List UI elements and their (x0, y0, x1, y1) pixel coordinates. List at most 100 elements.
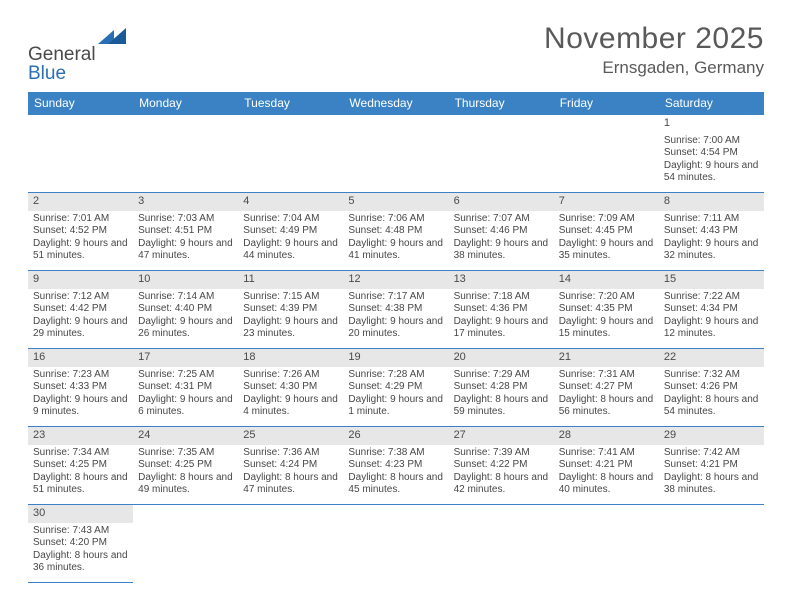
sunrise-line: Sunrise: 7:09 AM (559, 213, 654, 226)
sunrise-line: Sunrise: 7:20 AM (559, 291, 654, 304)
day-details: Sunrise: 7:38 AMSunset: 4:23 PMDaylight:… (348, 447, 443, 497)
sunrise-line: Sunrise: 7:15 AM (243, 291, 338, 304)
sunset-line: Sunset: 4:46 PM (454, 225, 549, 238)
sunset-line: Sunset: 4:39 PM (243, 303, 338, 316)
sunset-line: Sunset: 4:48 PM (348, 225, 443, 238)
day-cell: 17Sunrise: 7:25 AMSunset: 4:31 PMDayligh… (133, 349, 238, 427)
daylight-line: Daylight: 9 hours and 51 minutes. (33, 238, 128, 263)
sunrise-line: Sunrise: 7:34 AM (33, 447, 128, 460)
day-number: 10 (133, 271, 238, 289)
day-details: Sunrise: 7:15 AMSunset: 4:39 PMDaylight:… (243, 291, 338, 341)
sunrise-line: Sunrise: 7:42 AM (664, 447, 759, 460)
sunset-line: Sunset: 4:23 PM (348, 459, 443, 472)
day-number: 1 (659, 115, 764, 133)
sunset-line: Sunset: 4:49 PM (243, 225, 338, 238)
day-number: 21 (554, 349, 659, 367)
sunrise-line: Sunrise: 7:43 AM (33, 525, 128, 538)
sunrise-line: Sunrise: 7:39 AM (454, 447, 549, 460)
day-cell: 28 Sunrise: 7:41 AMSunset: 4:21 PMDayligh… (554, 427, 659, 505)
day-details: Sunrise: 7:03 AMSunset: 4:51 PMDaylight:… (138, 213, 233, 263)
day-details: Sunrise: 7:11 AMSunset: 4:43 PMDaylight:… (664, 213, 759, 263)
dayheader-monday: Monday (133, 92, 238, 115)
sunset-line: Sunset: 4:30 PM (243, 381, 338, 394)
dayheader-thursday: Thursday (449, 92, 554, 115)
day-number: 23 (28, 427, 133, 445)
sunrise-line: Sunrise: 7:23 AM (33, 369, 128, 382)
weekday-header-row: Sunday Monday Tuesday Wednesday Thursday… (28, 92, 764, 115)
day-details: Sunrise: 7:36 AMSunset: 4:24 PMDaylight:… (243, 447, 338, 497)
day-number: 15 (659, 271, 764, 289)
day-number: 17 (133, 349, 238, 367)
day-number: 13 (449, 271, 554, 289)
header: November 2025 Ernsgaden, Germany (28, 22, 764, 78)
sunset-line: Sunset: 4:45 PM (559, 225, 654, 238)
day-details: Sunrise: 7:26 AMSunset: 4:30 PMDaylight:… (243, 369, 338, 419)
sunset-line: Sunset: 4:22 PM (454, 459, 549, 472)
day-number: 3 (133, 193, 238, 211)
day-number: 28 (554, 427, 659, 445)
day-number: 4 (238, 193, 343, 211)
sunset-line: Sunset: 4:33 PM (33, 381, 128, 394)
calendar: Sunday Monday Tuesday Wednesday Thursday… (28, 92, 764, 583)
sunrise-line: Sunrise: 7:36 AM (243, 447, 338, 460)
sunrise-line: Sunrise: 7:41 AM (559, 447, 654, 460)
day-number: 18 (238, 349, 343, 367)
week-row: 1Sunrise: 7:00 AMSunset: 4:54 PMDaylight… (28, 115, 764, 193)
sunset-line: Sunset: 4:25 PM (138, 459, 233, 472)
day-details: Sunrise: 7:09 AMSunset: 4:45 PMDaylight:… (559, 213, 654, 263)
sunset-line: Sunset: 4:51 PM (138, 225, 233, 238)
day-details: Sunrise: 7:42 AMSunset: 4:21 PMDaylight:… (664, 447, 759, 497)
sunrise-line: Sunrise: 7:06 AM (348, 213, 443, 226)
daylight-line: Daylight: 8 hours and 40 minutes. (559, 472, 654, 497)
day-details: Sunrise: 7:23 AMSunset: 4:33 PMDaylight:… (33, 369, 128, 419)
day-details: Sunrise: 7:28 AMSunset: 4:29 PMDaylight:… (348, 369, 443, 419)
day-cell: 22Sunrise: 7:32 AMSunset: 4:26 PMDayligh… (659, 349, 764, 427)
sunrise-line: Sunrise: 7:03 AM (138, 213, 233, 226)
sunset-line: Sunset: 4:28 PM (454, 381, 549, 394)
sunrise-line: Sunrise: 7:14 AM (138, 291, 233, 304)
day-cell: 26Sunrise: 7:38 AMSunset: 4:23 PMDayligh… (343, 427, 448, 505)
week-row: 30Sunrise: 7:43 AMSunset: 4:20 PMDayligh… (28, 505, 764, 583)
dayheader-wednesday: Wednesday (343, 92, 448, 115)
day-details: Sunrise: 7:31 AMSunset: 4:27 PMDaylight:… (559, 369, 654, 419)
dayheader-saturday: Saturday (659, 92, 764, 115)
day-cell: 27Sunrise: 7:39 AMSunset: 4:22 PMDayligh… (449, 427, 554, 505)
day-number: 20 (449, 349, 554, 367)
day-cell: 10 Sunrise: 7:14 AMSunset: 4:40 PMDayligh… (133, 271, 238, 349)
day-cell: 25Sunrise: 7:36 AMSunset: 4:24 PMDayligh… (238, 427, 343, 505)
day-number: 16 (28, 349, 133, 367)
week-row: 16Sunrise: 7:23 AMSunset: 4:33 PMDayligh… (28, 349, 764, 427)
day-details: Sunrise: 7:41 AMSunset: 4:21 PMDaylight:… (559, 447, 654, 497)
day-cell: 1Sunrise: 7:00 AMSunset: 4:54 PMDaylight… (659, 115, 764, 193)
day-cell: 24Sunrise: 7:35 AMSunset: 4:25 PMDayligh… (133, 427, 238, 505)
day-cell (343, 505, 448, 583)
title-location: Ernsgaden, Germany (28, 58, 764, 78)
day-cell (554, 505, 659, 583)
week-row: 9Sunrise: 7:12 AMSunset: 4:42 PMDaylight… (28, 271, 764, 349)
daylight-line: Daylight: 9 hours and 41 minutes. (348, 238, 443, 263)
logo-word2: Blue (28, 63, 66, 84)
week-row: 23 Sunrise: 7:34 AM Sunset: 4:25 PM Dayligh… (28, 427, 764, 505)
title-month: November 2025 (28, 22, 764, 56)
sunrise-line: Sunrise: 7:29 AM (454, 369, 549, 382)
sunrise-line: Sunrise: 7:00 AM (664, 135, 759, 148)
dayheader-sunday: Sunday (28, 92, 133, 115)
daylight-line: Daylight: 8 hours and 59 minutes. (454, 394, 549, 419)
daylight-line: Daylight: 9 hours and 44 minutes. (243, 238, 338, 263)
sunset-line: Sunset: 4:52 PM (33, 225, 128, 238)
day-details: Sunrise: 7:39 AMSunset: 4:22 PMDaylight:… (454, 447, 549, 497)
day-details: Sunrise: 7:14 AMSunset: 4:40 PMDaylight:… (138, 291, 233, 341)
day-cell: 29Sunrise: 7:42 AMSunset: 4:21 PMDayligh… (659, 427, 764, 505)
day-details: Sunrise: 7:17 AMSunset: 4:38 PMDaylight:… (348, 291, 443, 341)
sunrise-line: Sunrise: 7:07 AM (454, 213, 549, 226)
daylight-line: Daylight: 9 hours and 15 minutes. (559, 316, 654, 341)
sunrise-line: Sunrise: 7:04 AM (243, 213, 338, 226)
day-cell: 8Sunrise: 7:11 AMSunset: 4:43 PMDaylight… (659, 193, 764, 271)
daylight-line: Daylight: 9 hours and 35 minutes. (559, 238, 654, 263)
day-details: Sunrise: 7:20 AMSunset: 4:35 PMDaylight:… (559, 291, 654, 341)
day-cell (449, 505, 554, 583)
day-details: Sunrise: 7:43 AMSunset: 4:20 PMDaylight:… (33, 525, 128, 575)
daylight-line: Daylight: 8 hours and 54 minutes. (664, 394, 759, 419)
day-cell (133, 115, 238, 193)
day-cell: 12Sunrise: 7:17 AMSunset: 4:38 PMDayligh… (343, 271, 448, 349)
